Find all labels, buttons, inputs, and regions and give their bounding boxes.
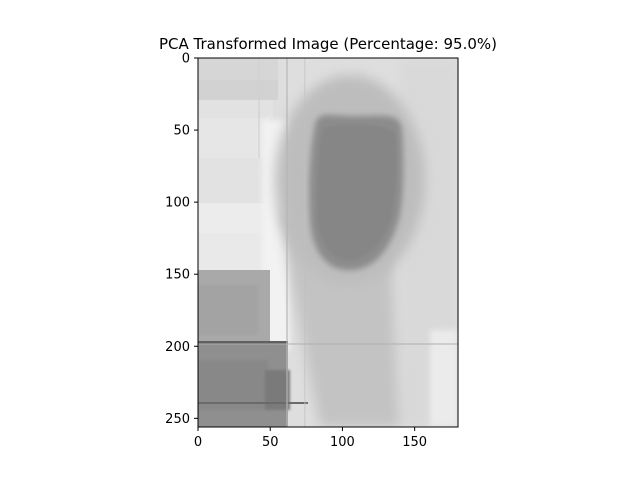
y-tick-label: 150 [165,268,190,283]
y-tick-label: 0 [182,52,190,67]
y-tick-label: 200 [165,340,190,355]
chart-title: PCA Transformed Image (Percentage: 95.0%… [159,35,497,53]
x-tick-label: 0 [194,435,202,450]
y-tick-label: 250 [165,412,190,427]
x-tick-label: 150 [402,435,427,450]
plot-frame [197,57,459,428]
pca-image [198,58,458,427]
y-tick-label: 100 [165,196,190,211]
y-tick-label: 50 [173,124,190,139]
x-tick-label: 50 [262,435,279,450]
x-axis: 0 50 100 150 [194,427,427,450]
x-tick-label: 100 [330,435,355,450]
y-axis: 0 50 100 150 200 250 [165,52,198,427]
